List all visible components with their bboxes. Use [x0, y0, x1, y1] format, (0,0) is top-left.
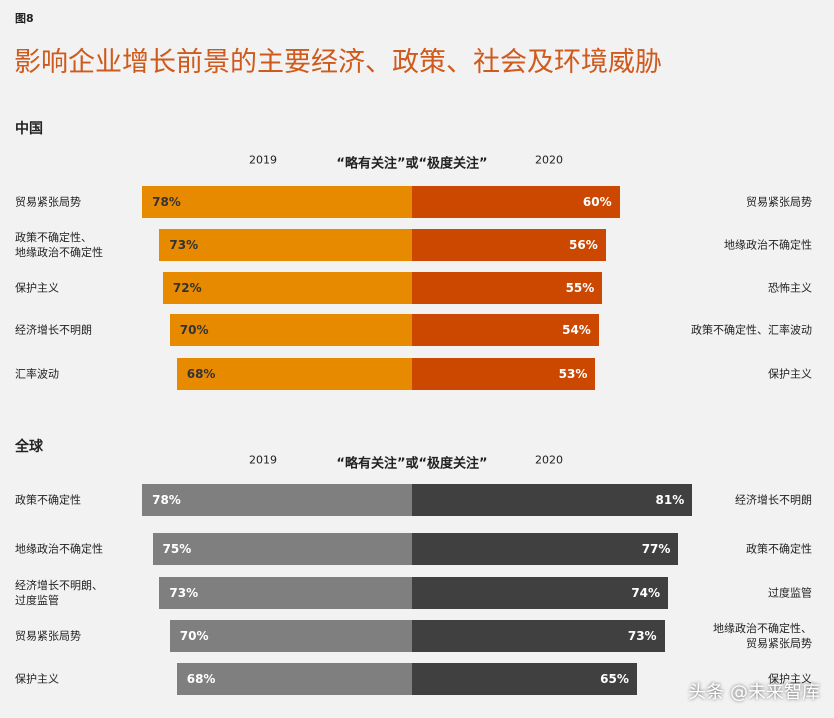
bar: [142, 484, 412, 516]
bar: [176, 663, 412, 695]
category-label: 保护主义: [768, 672, 812, 686]
page-title: 影响企业增长前景的主要经济、政策、社会及环境威胁: [14, 47, 662, 78]
value-label: 60%: [582, 195, 612, 209]
value-label: 56%: [569, 238, 598, 252]
bar: [412, 484, 693, 516]
category-label: 保护主义: [15, 672, 59, 686]
category-label: 政策不确定性、汇率波动: [691, 323, 812, 337]
category-label: 汇率波动: [15, 367, 59, 381]
value-label: 54%: [562, 323, 591, 337]
category-label: 地缘政治不确定性: [15, 542, 103, 556]
category-label: 政策不确定性、 地缘政治不确定性: [15, 231, 103, 259]
year-label: 2020: [535, 453, 563, 467]
value-label: 68%: [186, 367, 216, 381]
value-label: 70%: [179, 323, 209, 337]
bar: [169, 314, 412, 346]
bar: [176, 358, 412, 390]
value-label: 53%: [558, 367, 588, 381]
value-label: 68%: [186, 672, 216, 686]
category-label: 贸易紧张局势: [746, 195, 812, 209]
category-label: 贸易紧张局势: [15, 195, 81, 209]
figure-label: 图8: [15, 12, 34, 25]
value-label: 65%: [600, 672, 629, 686]
value-label: 73%: [169, 586, 199, 600]
category-label: 保护主义: [768, 367, 812, 381]
category-label: 过度监管: [768, 586, 812, 600]
value-label: 73%: [627, 629, 657, 643]
bar: [412, 229, 606, 261]
bar: [159, 577, 412, 609]
subtitle: “略有关注”或“极度关注”: [336, 156, 488, 172]
value-label: 75%: [162, 542, 192, 556]
category-label: 贸易紧张局势: [15, 629, 81, 643]
bar: [412, 663, 637, 695]
bar: [412, 577, 669, 609]
bar: [152, 533, 412, 565]
section-title: 全球: [15, 439, 43, 455]
value-label: 74%: [631, 586, 661, 600]
year-label: 2019: [249, 153, 277, 167]
value-label: 77%: [641, 542, 671, 556]
category-label: 经济增长不明朗、 过度监管: [15, 579, 103, 607]
value-label: 78%: [152, 493, 181, 507]
value-label: 72%: [172, 281, 202, 295]
value-label: 70%: [179, 629, 209, 643]
bar: [142, 186, 412, 218]
bar: [412, 620, 665, 652]
value-label: 81%: [655, 493, 685, 507]
year-label: 2019: [249, 453, 277, 467]
category-label: 保护主义: [15, 281, 59, 295]
bar: [159, 229, 412, 261]
bar: [412, 272, 603, 304]
category-label: 政策不确定性: [15, 493, 81, 507]
section-title: 中国: [15, 121, 43, 137]
category-label: 地缘政治不确定性、 贸易紧张局势: [713, 622, 812, 650]
bar: [169, 620, 412, 652]
watermark: 头条 @未来智库: [688, 682, 820, 703]
value-label: 73%: [169, 238, 199, 252]
bar: [412, 186, 620, 218]
value-label: 55%: [565, 281, 595, 295]
bar: [162, 272, 412, 304]
category-label: 经济增长不明朗: [15, 323, 92, 337]
category-label: 政策不确定性: [746, 542, 812, 556]
year-label: 2020: [535, 153, 563, 167]
bar: [412, 358, 596, 390]
value-label: 78%: [152, 195, 181, 209]
subtitle: “略有关注”或“极度关注”: [336, 456, 488, 472]
category-label: 地缘政治不确定性: [724, 238, 812, 252]
category-label: 经济增长不明朗: [735, 493, 812, 507]
bar: [412, 533, 679, 565]
category-label: 恐怖主义: [768, 281, 812, 295]
bar: [412, 314, 599, 346]
